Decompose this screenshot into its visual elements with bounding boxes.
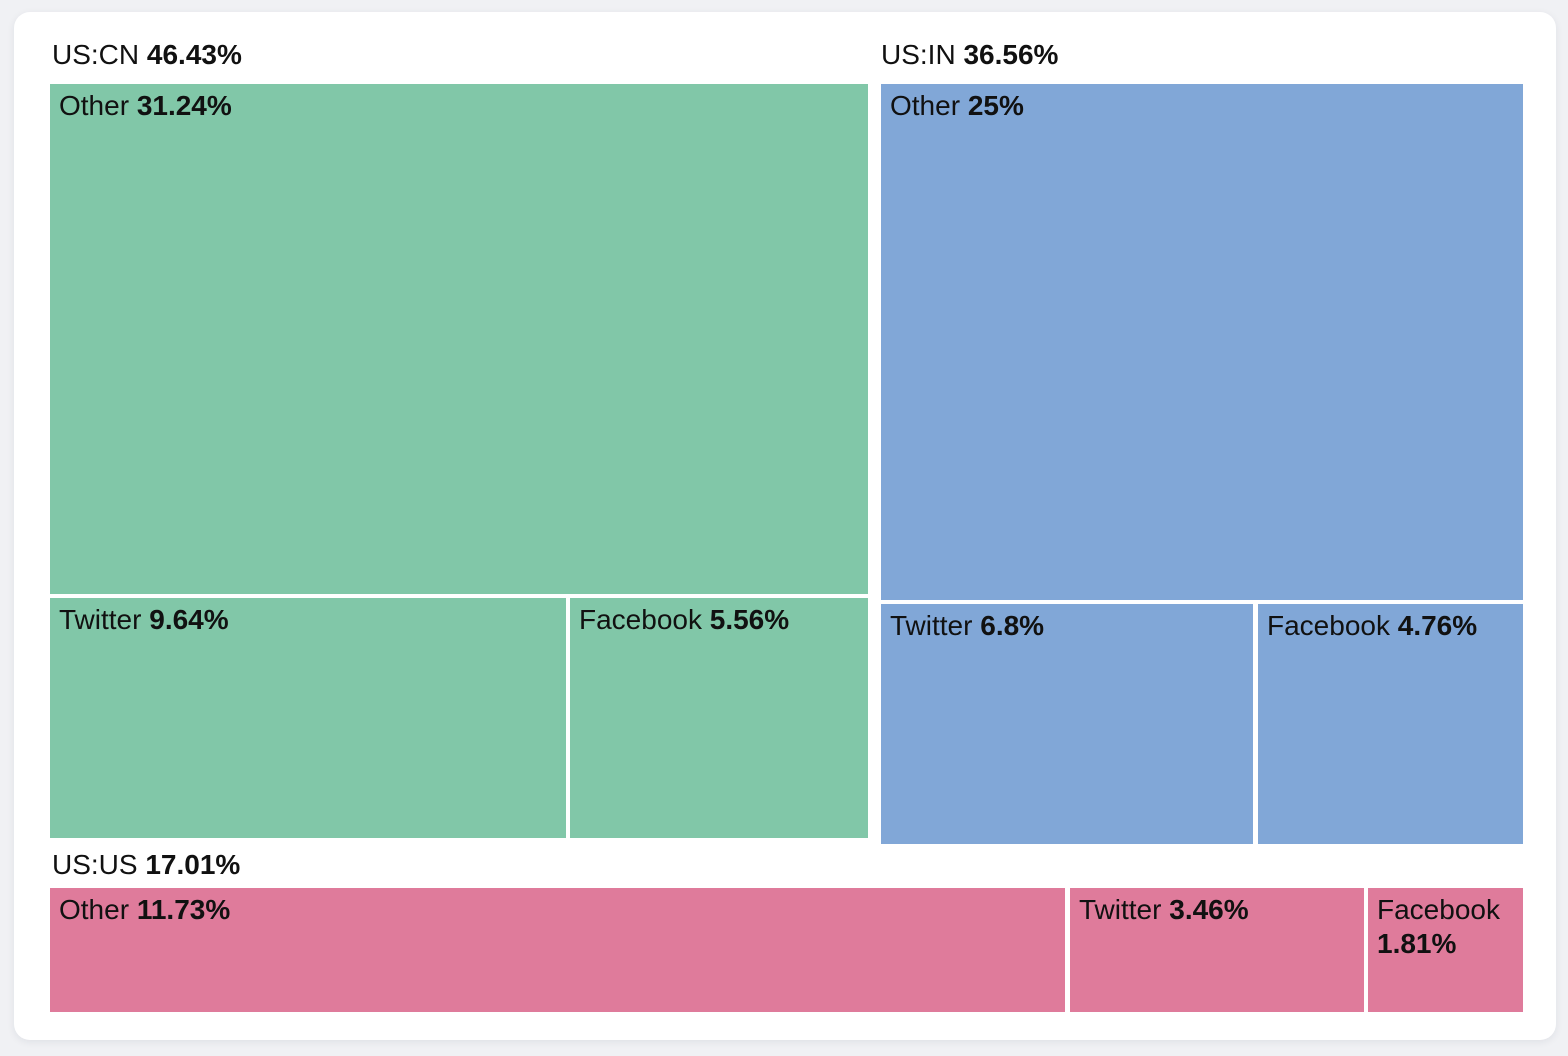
cell-label: Other (890, 90, 961, 121)
cell-label: Other (59, 894, 130, 925)
group-value: 36.56% (963, 39, 1059, 70)
group-name: US:CN (52, 39, 140, 70)
cell-value: 25% (967, 90, 1024, 121)
treemap-cell-us-us-other[interactable]: Other 11.73% (50, 888, 1065, 1012)
treemap-cell-us-in-twitter[interactable]: Twitter 6.8% (881, 604, 1253, 844)
cell-label: Twitter (59, 604, 142, 635)
treemap-cell-us-us-twitter[interactable]: Twitter 3.46% (1070, 888, 1364, 1012)
treemap-cell-us-cn-facebook[interactable]: Facebook 5.56% (570, 598, 868, 838)
cell-value: 31.24% (136, 90, 232, 121)
cell-value: 9.64% (149, 604, 229, 635)
group-name: US:IN (881, 39, 956, 70)
treemap-cell-us-cn-twitter[interactable]: Twitter 9.64% (50, 598, 566, 838)
treemap-cell-us-cn-other[interactable]: Other 31.24% (50, 84, 868, 594)
cell-label: Facebook (1267, 610, 1390, 641)
cell-label: Facebook (579, 604, 702, 635)
treemap: US:CN 46.43% Other 31.24% Twitter 9.64% … (14, 12, 1556, 1040)
treemap-cell-us-in-other[interactable]: Other 25% (881, 84, 1523, 600)
cell-value: 6.8% (980, 610, 1045, 641)
cell-label: Twitter (890, 610, 973, 641)
cell-value: 4.76% (1397, 610, 1478, 641)
cell-label: Other (59, 90, 130, 121)
group-value: 17.01% (145, 849, 241, 880)
group-header-us-us: US:US 17.01% (52, 848, 240, 882)
cell-value: 5.56% (709, 604, 790, 635)
group-header-us-cn: US:CN 46.43% (52, 38, 242, 72)
treemap-card: US:CN 46.43% Other 31.24% Twitter 9.64% … (14, 12, 1556, 1040)
cell-value: 3.46% (1169, 894, 1249, 925)
cell-label: Facebook (1377, 894, 1500, 925)
cell-value: 1.81% (1377, 928, 1457, 959)
cell-value: 11.73% (136, 894, 231, 925)
cell-label: Twitter (1079, 894, 1162, 925)
treemap-cell-us-in-facebook[interactable]: Facebook 4.76% (1258, 604, 1523, 844)
group-name: US:US (52, 849, 138, 880)
group-header-us-in: US:IN 36.56% (881, 38, 1058, 72)
treemap-cell-us-us-facebook[interactable]: Facebook 1.81% (1368, 888, 1523, 1012)
group-value: 46.43% (146, 39, 242, 70)
